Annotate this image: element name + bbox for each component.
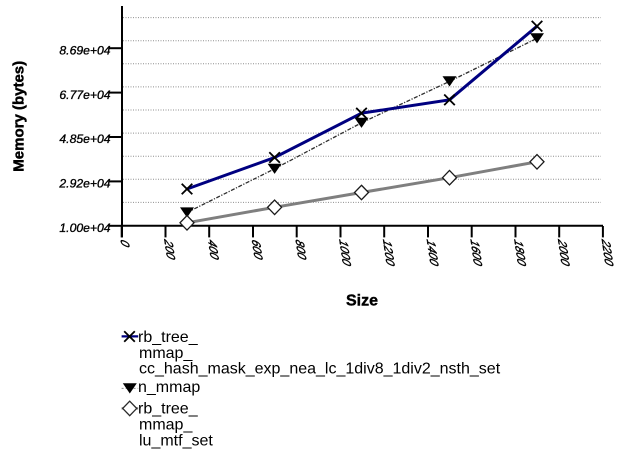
svg-text:mmap_: mmap_: [139, 416, 193, 433]
svg-text:rb_tree_: rb_tree_: [138, 401, 199, 418]
svg-text:lu_mtf_set: lu_mtf_set: [139, 432, 213, 449]
svg-text:Memory (bytes): Memory (bytes): [11, 61, 28, 172]
svg-text:1400: 1400: [424, 238, 442, 268]
svg-text:mmap_: mmap_: [139, 345, 193, 362]
svg-text:cc_hash_mask_exp_nea_lc_1div8_: cc_hash_mask_exp_nea_lc_1div8_1div2_nsth…: [139, 361, 501, 378]
svg-text:6.77e+04: 6.77e+04: [59, 88, 110, 102]
svg-text:n_mmap: n_mmap: [138, 379, 200, 396]
svg-text:2.92e+04: 2.92e+04: [58, 177, 110, 191]
svg-text:600: 600: [249, 238, 266, 261]
svg-text:400: 400: [205, 238, 222, 261]
svg-text:1600: 1600: [467, 238, 485, 268]
svg-text:2000: 2000: [555, 237, 573, 268]
svg-text:800: 800: [292, 238, 309, 261]
svg-text:1.00e+04: 1.00e+04: [59, 221, 110, 235]
svg-text:1200: 1200: [380, 238, 398, 268]
svg-text:rb_tree_: rb_tree_: [138, 329, 199, 346]
svg-text:200: 200: [161, 237, 178, 261]
svg-text:8.69e+04: 8.69e+04: [59, 43, 110, 57]
svg-text:0: 0: [117, 238, 132, 249]
svg-text:2200: 2200: [599, 237, 617, 268]
svg-text:Size: Size: [346, 293, 378, 310]
svg-text:4.85e+04: 4.85e+04: [59, 132, 110, 146]
svg-text:1800: 1800: [511, 238, 529, 268]
svg-text:1000: 1000: [336, 238, 354, 268]
